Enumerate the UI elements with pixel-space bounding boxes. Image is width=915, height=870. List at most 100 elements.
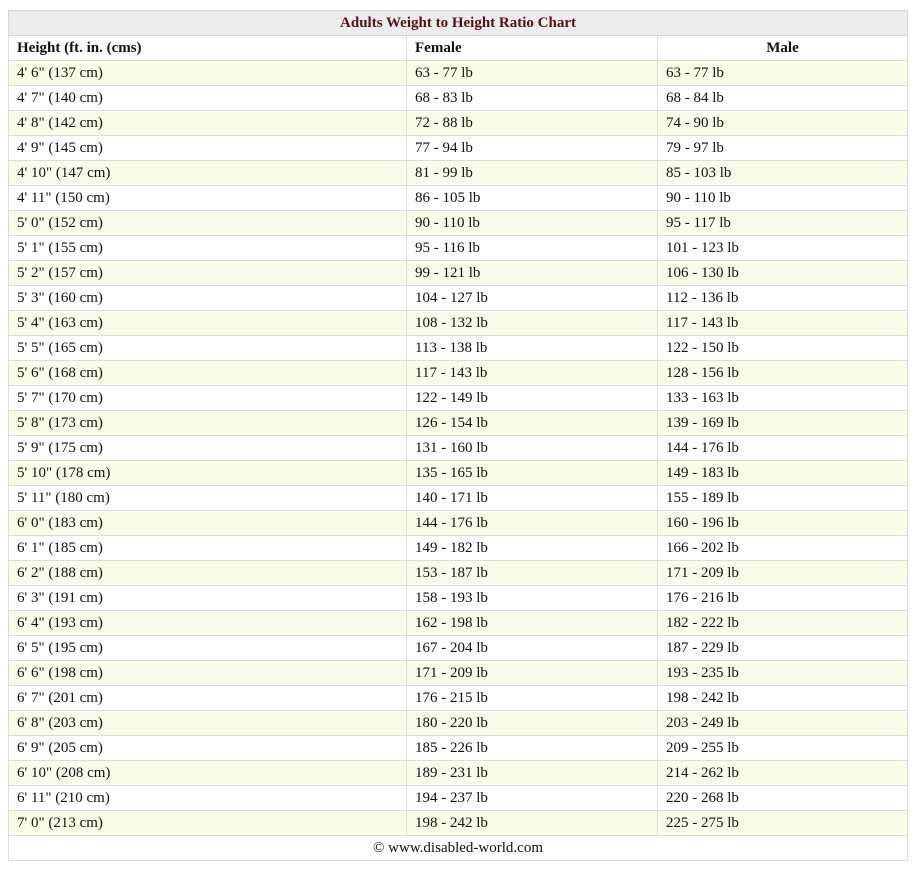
- cell-male: 214 - 262 lb: [656, 760, 909, 786]
- cell-height: 6' 6" (198 cm): [8, 660, 407, 686]
- cell-male: 90 - 110 lb: [656, 185, 909, 211]
- cell-height: 5' 6" (168 cm): [8, 360, 407, 386]
- cell-height: 5' 7" (170 cm): [8, 385, 407, 411]
- cell-height: 6' 3" (191 cm): [8, 585, 407, 611]
- header-height: Height (ft. in. (cms): [8, 35, 407, 61]
- cell-female: 72 - 88 lb: [406, 110, 658, 136]
- table-row: 6' 8" (203 cm) 180 - 220 lb 203 - 249 lb: [8, 710, 909, 736]
- cell-male: 171 - 209 lb: [656, 560, 909, 586]
- cell-female: 140 - 171 lb: [406, 485, 658, 511]
- table-row: 6' 5" (195 cm) 167 - 204 lb 187 - 229 lb: [8, 635, 909, 661]
- cell-height: 6' 4" (193 cm): [8, 610, 407, 636]
- cell-height: 6' 9" (205 cm): [8, 735, 407, 761]
- cell-female: 167 - 204 lb: [406, 635, 658, 661]
- cell-male: 133 - 163 lb: [656, 385, 909, 411]
- cell-female: 68 - 83 lb: [406, 85, 658, 111]
- cell-height: 7' 0" (213 cm): [8, 810, 407, 836]
- cell-male: 187 - 229 lb: [656, 635, 909, 661]
- cell-female: 153 - 187 lb: [406, 560, 658, 586]
- header-male: Male: [656, 35, 909, 61]
- cell-height: 5' 11" (180 cm): [8, 485, 407, 511]
- table-title-row: Adults Weight to Height Ratio Chart: [7, 10, 909, 36]
- table-row: 4' 11" (150 cm) 86 - 105 lb 90 - 110 lb: [8, 185, 909, 211]
- table-row: 5' 5" (165 cm) 113 - 138 lb 122 - 150 lb: [8, 335, 909, 361]
- cell-male: 225 - 275 lb: [656, 810, 909, 836]
- cell-male: 95 - 117 lb: [656, 210, 909, 236]
- cell-male: 166 - 202 lb: [656, 535, 909, 561]
- cell-female: 189 - 231 lb: [406, 760, 658, 786]
- table-row: 5' 10" (178 cm) 135 - 165 lb 149 - 183 lb: [8, 460, 909, 486]
- table-row: 5' 3" (160 cm) 104 - 127 lb 112 - 136 lb: [8, 285, 909, 311]
- copyright-text: © www.disabled-world.com: [7, 835, 909, 861]
- cell-male: 128 - 156 lb: [656, 360, 909, 386]
- cell-height: 6' 2" (188 cm): [8, 560, 407, 586]
- cell-male: 182 - 222 lb: [656, 610, 909, 636]
- table-row: 5' 2" (157 cm) 99 - 121 lb 106 - 130 lb: [8, 260, 909, 286]
- table-row: 4' 8" (142 cm) 72 - 88 lb 74 - 90 lb: [8, 110, 909, 136]
- cell-height: 6' 8" (203 cm): [8, 710, 407, 736]
- cell-male: 209 - 255 lb: [656, 735, 909, 761]
- cell-female: 108 - 132 lb: [406, 310, 658, 336]
- table-row: 5' 7" (170 cm) 122 - 149 lb 133 - 163 lb: [8, 385, 909, 411]
- cell-male: 79 - 97 lb: [656, 135, 909, 161]
- cell-female: 180 - 220 lb: [406, 710, 658, 736]
- table-row: 4' 10" (147 cm) 81 - 99 lb 85 - 103 lb: [8, 160, 909, 186]
- cell-male: 74 - 90 lb: [656, 110, 909, 136]
- cell-male: 112 - 136 lb: [656, 285, 909, 311]
- cell-female: 104 - 127 lb: [406, 285, 658, 311]
- header-female: Female: [406, 35, 658, 61]
- cell-height: 5' 9" (175 cm): [8, 435, 407, 461]
- table-row: 5' 4" (163 cm) 108 - 132 lb 117 - 143 lb: [8, 310, 909, 336]
- cell-female: 149 - 182 lb: [406, 535, 658, 561]
- cell-female: 95 - 116 lb: [406, 235, 658, 261]
- cell-height: 5' 0" (152 cm): [8, 210, 407, 236]
- cell-male: 176 - 216 lb: [656, 585, 909, 611]
- cell-height: 5' 4" (163 cm): [8, 310, 407, 336]
- cell-male: 68 - 84 lb: [656, 85, 909, 111]
- table-row: 4' 6" (137 cm) 63 - 77 lb 63 - 77 lb: [8, 60, 909, 86]
- cell-male: 149 - 183 lb: [656, 460, 909, 486]
- cell-male: 193 - 235 lb: [656, 660, 909, 686]
- cell-height: 4' 8" (142 cm): [8, 110, 407, 136]
- cell-female: 198 - 242 lb: [406, 810, 658, 836]
- cell-height: 4' 9" (145 cm): [8, 135, 407, 161]
- cell-male: 155 - 189 lb: [656, 485, 909, 511]
- cell-female: 158 - 193 lb: [406, 585, 658, 611]
- cell-height: 6' 7" (201 cm): [8, 685, 407, 711]
- cell-female: 81 - 99 lb: [406, 160, 658, 186]
- cell-female: 131 - 160 lb: [406, 435, 658, 461]
- cell-male: 160 - 196 lb: [656, 510, 909, 536]
- cell-female: 194 - 237 lb: [406, 785, 658, 811]
- cell-male: 106 - 130 lb: [656, 260, 909, 286]
- cell-height: 5' 5" (165 cm): [8, 335, 407, 361]
- table-row: 5' 11" (180 cm) 140 - 171 lb 155 - 189 lb: [8, 485, 909, 511]
- cell-height: 6' 10" (208 cm): [8, 760, 407, 786]
- table-header-row: Height (ft. in. (cms) Female Male: [8, 35, 909, 61]
- weight-height-chart: Adults Weight to Height Ratio Chart Heig…: [7, 10, 909, 861]
- table-row: 4' 7" (140 cm) 68 - 83 lb 68 - 84 lb: [8, 85, 909, 111]
- cell-female: 77 - 94 lb: [406, 135, 658, 161]
- cell-height: 4' 11" (150 cm): [8, 185, 407, 211]
- table-row: 5' 9" (175 cm) 131 - 160 lb 144 - 176 lb: [8, 435, 909, 461]
- table-row: 6' 11" (210 cm) 194 - 237 lb 220 - 268 lb: [8, 785, 909, 811]
- cell-female: 176 - 215 lb: [406, 685, 658, 711]
- table-row: 6' 7" (201 cm) 176 - 215 lb 198 - 242 lb: [8, 685, 909, 711]
- cell-male: 101 - 123 lb: [656, 235, 909, 261]
- table-row: 5' 0" (152 cm) 90 - 110 lb 95 - 117 lb: [8, 210, 909, 236]
- cell-height: 4' 10" (147 cm): [8, 160, 407, 186]
- cell-female: 113 - 138 lb: [406, 335, 658, 361]
- table-row: 6' 6" (198 cm) 171 - 209 lb 193 - 235 lb: [8, 660, 909, 686]
- cell-height: 6' 11" (210 cm): [8, 785, 407, 811]
- cell-female: 135 - 165 lb: [406, 460, 658, 486]
- cell-female: 122 - 149 lb: [406, 385, 658, 411]
- cell-height: 4' 7" (140 cm): [8, 85, 407, 111]
- cell-female: 144 - 176 lb: [406, 510, 658, 536]
- table-row: 5' 1" (155 cm) 95 - 116 lb 101 - 123 lb: [8, 235, 909, 261]
- table-body: 4' 6" (137 cm) 63 - 77 lb 63 - 77 lb 4' 7" …: [8, 60, 909, 836]
- cell-male: 122 - 150 lb: [656, 335, 909, 361]
- cell-height: 5' 1" (155 cm): [8, 235, 407, 261]
- cell-male: 85 - 103 lb: [656, 160, 909, 186]
- cell-female: 63 - 77 lb: [406, 60, 658, 86]
- cell-male: 117 - 143 lb: [656, 310, 909, 336]
- cell-female: 162 - 198 lb: [406, 610, 658, 636]
